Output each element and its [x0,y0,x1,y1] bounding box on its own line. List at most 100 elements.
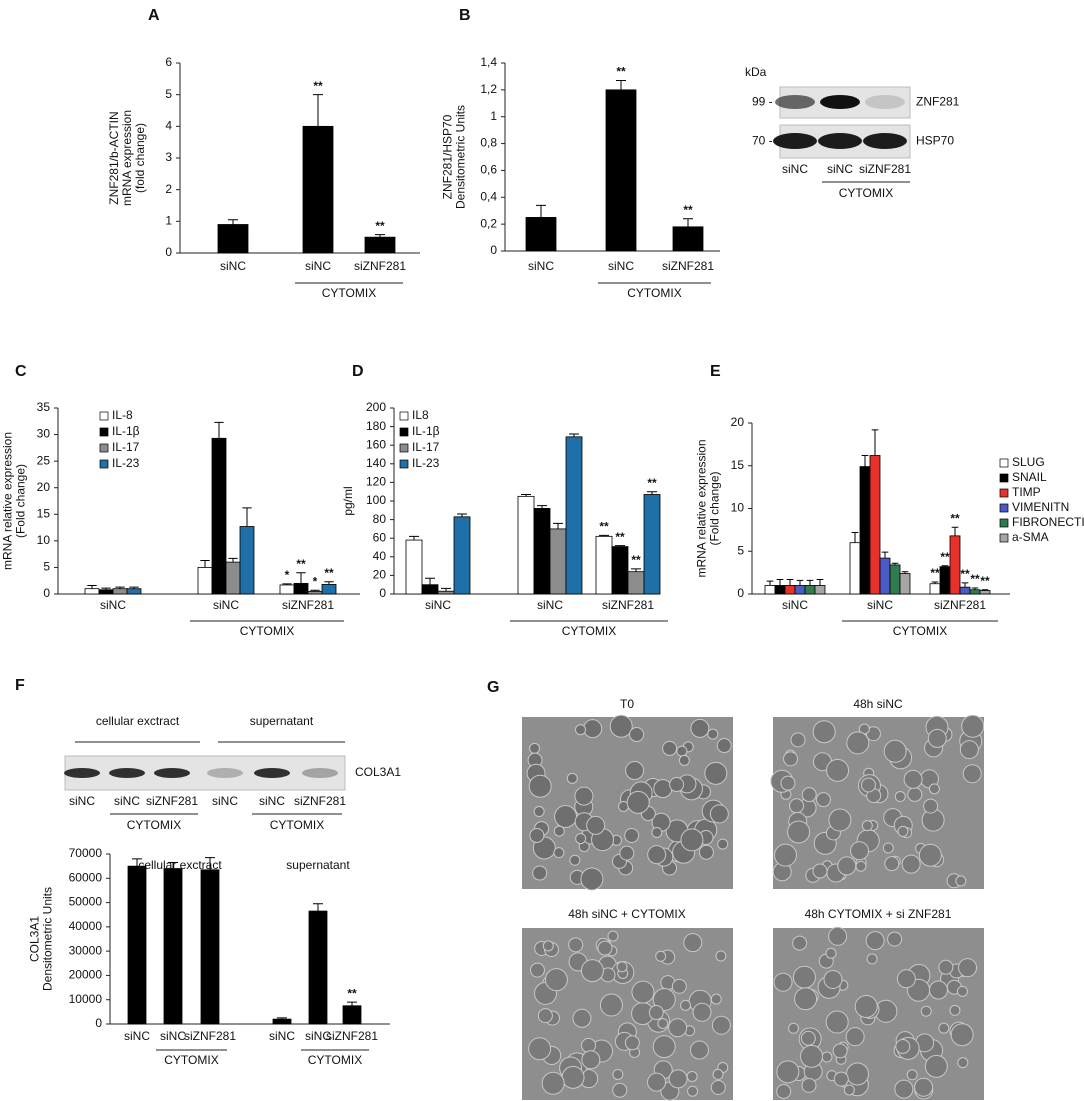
error-bar [347,1001,357,1006]
y-tick-label: 5 [43,560,50,574]
error-bar [796,579,804,586]
cell [597,940,613,956]
cell [528,1037,552,1061]
x-tick-label: siNC [782,598,808,612]
cell [938,1022,950,1034]
y-tick-label: 1,4 [480,55,497,69]
cell [698,844,714,860]
legend-label: TIMP [1012,485,1041,499]
legend-swatch [99,427,109,437]
cell [924,1054,948,1078]
error-bar [375,234,385,238]
cell [825,947,837,959]
group-label: CYTOMIX [270,818,324,832]
error-bar [951,526,959,536]
significance: ** [940,550,950,564]
panel-letter: C [15,363,27,380]
y-tick-label: 180 [366,419,386,433]
error-bar [816,578,824,586]
cell [914,1077,934,1097]
section-title: supernatant [286,858,350,872]
error-bar [569,433,579,437]
cell [906,1069,918,1081]
bar [533,508,551,595]
error-bar [891,562,899,565]
bar [627,571,645,595]
y-tick-label: 1 [165,214,172,228]
y-tick-label: 60000 [69,870,103,884]
error-bar [881,551,889,559]
bar [321,584,337,595]
cell [773,972,793,992]
cell [884,856,900,872]
cell [569,854,581,866]
y-tick-label: 0,8 [480,136,497,150]
cell [860,777,876,793]
group-label: CYTOMIX [164,1053,218,1067]
lane-label: siNC [827,162,853,176]
cell [651,826,663,838]
marker-label: 70 - [752,134,773,148]
error-bar [981,589,989,591]
significance: ** [313,79,323,93]
cell [897,825,909,837]
x-tick-label: siNC [425,598,451,612]
bar [643,494,661,595]
cell [541,1071,565,1095]
error-bar [851,531,859,543]
bar [969,589,981,595]
cell [949,1004,961,1016]
panel-letter: A [148,7,160,24]
y-tick-label: 60 [373,530,387,544]
bar [605,89,637,252]
cell [599,993,623,1017]
error-bar [931,581,939,584]
cell [828,926,848,946]
cell [529,827,545,843]
bar [859,466,871,595]
cell [887,931,903,947]
band-label: ZNF281 [916,95,960,109]
bar [307,590,323,595]
cell [938,959,954,975]
x-tick-label: siNC [305,1029,331,1043]
y-axis-label: mRNA expression [120,110,134,206]
y-axis-label: Densitometric Units [454,105,468,209]
cell [773,843,797,867]
group-label: CYTOMIX [308,1053,362,1067]
y-tick-label: 20 [731,415,745,429]
x-tick-label: siNC [528,259,554,273]
x-tick-label: siZNF281 [354,259,406,273]
error-bar [132,858,142,867]
legend-swatch [99,443,109,453]
cell [812,863,828,879]
error-bar [683,218,693,227]
cell [690,718,710,738]
cell [833,1071,849,1087]
cell [845,1062,869,1086]
cell [528,774,552,798]
significance: ** [615,530,625,544]
cell [566,772,578,784]
blot-header: supernatant [250,714,314,728]
significance: ** [347,986,357,1000]
y-tick-label: 3 [165,150,172,164]
bar [814,585,826,595]
y-tick-label: 0 [95,1016,102,1030]
group-label: CYTOMIX [127,818,181,832]
cell [956,985,968,997]
cell [629,727,645,743]
cell [554,804,578,828]
blot-band [109,768,145,778]
bar [525,217,557,252]
bar [421,584,439,595]
cell [572,1008,592,1028]
cell [832,1043,848,1059]
y-tick-label: 20 [373,568,387,582]
y-tick-label: 160 [366,437,386,451]
cell [716,738,732,754]
cell [529,962,545,978]
y-tick-label: 20 [37,480,51,494]
cell [581,1050,601,1070]
cell [542,940,554,952]
